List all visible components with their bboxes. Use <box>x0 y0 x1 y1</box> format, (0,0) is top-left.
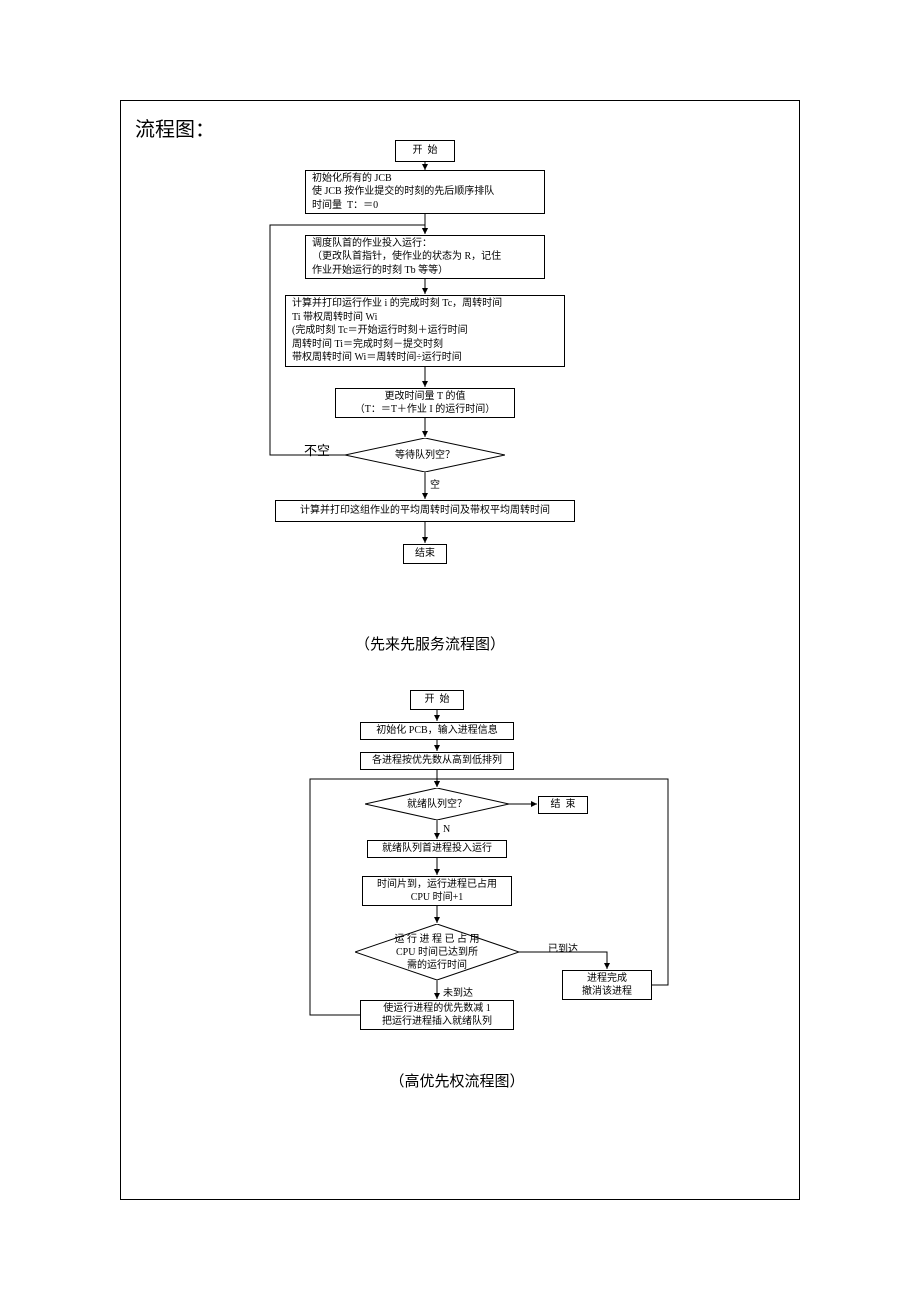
f1-sched: 调度队首的作业投入运行： （更改队首指针，使作业的状态为 R，记住 作业开始运行… <box>305 235 545 279</box>
f1-empty-label: 等待队列空？ <box>345 438 505 472</box>
f1-calc: 计算并打印运行作业 i 的完成时刻 Tc，周转时间 Ti 带权周转时间 Wi (… <box>285 295 565 367</box>
f1-empty-diamond: 等待队列空？ <box>345 438 505 472</box>
f2-end: 结 束 <box>538 796 588 814</box>
page: 流程图： 开 始 初始化所有的 JCB 使 JCB 按作业提交的时刻的先后顺序排… <box>0 0 920 1302</box>
f1-avg: 计算并打印这组作业的平均周转时间及带权平均周转时间 <box>275 500 575 522</box>
f2-demote: 使运行进程的优先数减 1 把运行进程插入就绪队列 <box>360 1000 514 1030</box>
f2-reach-label: 运 行 进 程 已 占 用 CPU 时间已达到所 需的运行时间 <box>355 924 519 980</box>
f1-update: 更改时间量 T 的值 （T：＝T＋作业 I 的运行时间） <box>335 388 515 418</box>
f2-sort: 各进程按优先数从高到低排列 <box>360 752 514 770</box>
f1-init: 初始化所有的 JCB 使 JCB 按作业提交的时刻的先后顺序排队 时间量 T：＝… <box>305 170 545 214</box>
caption-prio: （高优先权流程图） <box>372 1070 542 1091</box>
f2-reach-diamond: 运 行 进 程 已 占 用 CPU 时间已达到所 需的运行时间 <box>355 924 519 980</box>
page-title: 流程图： <box>135 113 215 142</box>
f2-qempty-diamond: 就绪队列空？ <box>365 788 509 820</box>
f1-start: 开 始 <box>395 140 455 162</box>
f2-run: 就绪队列首进程投入运行 <box>367 840 507 858</box>
f2-label-reached: 已到达 <box>548 940 578 955</box>
f2-label-n: N <box>443 824 450 835</box>
f2-init: 初始化 PCB，输入进程信息 <box>360 722 514 740</box>
f1-label-not-empty: 不空 <box>304 440 330 459</box>
f2-label-not-reached: 未到达 <box>443 984 473 999</box>
f2-start: 开 始 <box>410 690 464 710</box>
f2-qempty-label: 就绪队列空？ <box>365 788 509 820</box>
caption-fcfs: （先来先服务流程图） <box>340 633 520 654</box>
f1-end: 结束 <box>403 544 447 564</box>
f2-done: 进程完成 撤消该进程 <box>562 970 652 1000</box>
f2-tick: 时间片到，运行进程已占用 CPU 时间+1 <box>362 876 512 906</box>
f1-label-empty: 空 <box>430 476 440 491</box>
